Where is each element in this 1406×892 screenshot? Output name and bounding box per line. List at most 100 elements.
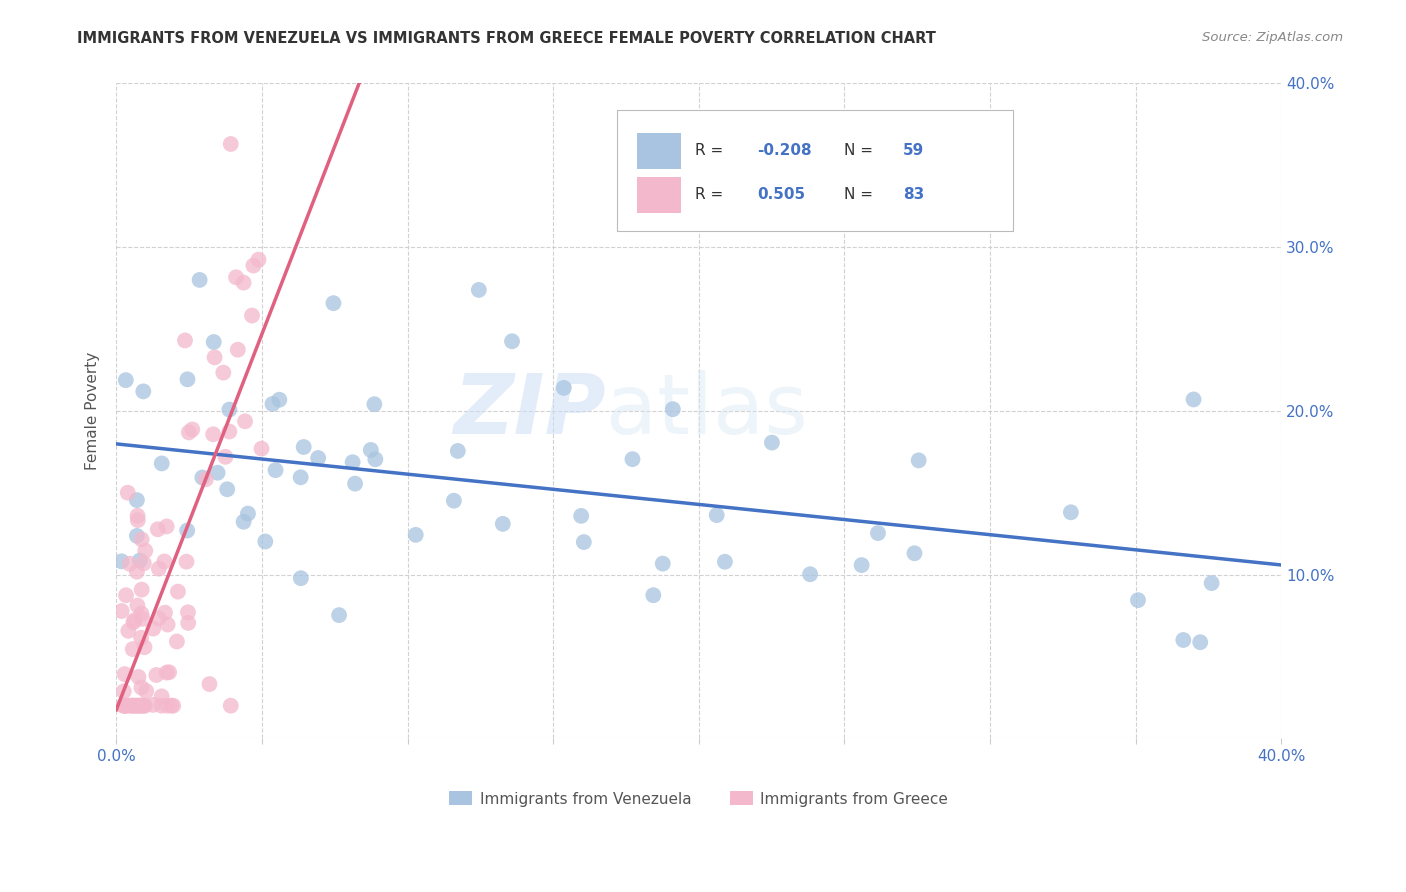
Point	[117, 485, 139, 500]
FancyBboxPatch shape	[637, 133, 682, 169]
Point	[242, 259, 264, 273]
Text: 83: 83	[903, 187, 924, 202]
Point	[651, 557, 673, 571]
Point	[492, 516, 515, 531]
Point	[135, 684, 157, 698]
Point	[145, 668, 167, 682]
Point	[122, 698, 145, 713]
Point	[328, 608, 350, 623]
Point	[121, 642, 143, 657]
Text: 59: 59	[903, 144, 924, 159]
Point	[150, 690, 173, 704]
Point	[447, 444, 470, 458]
Point	[662, 402, 685, 417]
Text: 0.505: 0.505	[756, 187, 806, 202]
Point	[176, 555, 198, 569]
Point	[191, 470, 214, 484]
Point	[225, 270, 247, 285]
Point	[218, 402, 240, 417]
Point	[621, 452, 644, 467]
Point	[553, 381, 575, 395]
Point	[131, 533, 153, 547]
Point	[115, 698, 138, 713]
Point	[214, 450, 236, 464]
Point	[117, 624, 139, 638]
Point	[643, 588, 665, 602]
Point	[131, 582, 153, 597]
Point	[131, 612, 153, 626]
Point	[114, 698, 136, 713]
Point	[166, 634, 188, 648]
Point	[131, 681, 153, 695]
Point	[176, 372, 198, 386]
Point	[127, 698, 149, 713]
Point	[153, 606, 176, 620]
Point	[127, 513, 149, 527]
Point	[706, 508, 728, 522]
Point	[233, 414, 256, 428]
Point	[264, 463, 287, 477]
Point	[156, 617, 179, 632]
Point	[212, 366, 235, 380]
Point	[124, 613, 146, 627]
Point	[157, 665, 180, 680]
Point	[148, 611, 170, 625]
Point	[194, 472, 217, 486]
Point	[322, 296, 344, 310]
Point	[202, 334, 225, 349]
Point	[226, 343, 249, 357]
Point	[148, 561, 170, 575]
Text: -0.208: -0.208	[756, 144, 811, 159]
Point	[360, 442, 382, 457]
Point	[218, 425, 240, 439]
Text: ZIP: ZIP	[453, 370, 606, 451]
Point	[1126, 593, 1149, 607]
Text: IMMIGRANTS FROM VENEZUELA VS IMMIGRANTS FROM GREECE FEMALE POVERTY CORRELATION C: IMMIGRANTS FROM VENEZUELA VS IMMIGRANTS …	[77, 31, 936, 46]
Point	[903, 546, 925, 560]
Point	[176, 524, 198, 538]
Point	[132, 698, 155, 713]
Point	[204, 351, 226, 365]
Point	[142, 698, 165, 712]
Point	[177, 425, 200, 440]
Point	[129, 698, 152, 713]
Point	[156, 665, 179, 680]
Point	[114, 373, 136, 387]
Point	[115, 588, 138, 602]
Point	[156, 698, 179, 713]
Point	[254, 534, 277, 549]
Point	[907, 453, 929, 467]
Point	[240, 309, 263, 323]
Legend: Immigrants from Venezuela, Immigrants from Greece: Immigrants from Venezuela, Immigrants fr…	[443, 785, 955, 813]
Point	[1189, 635, 1212, 649]
Point	[174, 334, 197, 348]
Point	[219, 136, 242, 151]
Point	[202, 427, 225, 442]
Point	[160, 698, 183, 713]
Point	[112, 698, 135, 713]
Text: atlas: atlas	[606, 370, 807, 451]
Point	[153, 554, 176, 568]
Point	[121, 698, 143, 713]
Point	[110, 554, 132, 568]
Point	[866, 526, 889, 541]
Point	[122, 615, 145, 630]
Point	[236, 507, 259, 521]
Point	[443, 493, 465, 508]
Point	[188, 273, 211, 287]
Point	[150, 457, 173, 471]
Point	[128, 698, 150, 713]
Point	[344, 476, 367, 491]
Point	[134, 640, 156, 655]
Text: N =: N =	[845, 187, 879, 202]
Point	[569, 508, 592, 523]
Point	[262, 397, 284, 411]
Point	[250, 442, 273, 456]
Point	[181, 422, 204, 436]
Point	[111, 604, 134, 618]
Point	[131, 698, 153, 713]
Point	[121, 698, 143, 713]
Point	[125, 529, 148, 543]
Point	[851, 558, 873, 572]
Point	[247, 252, 270, 267]
